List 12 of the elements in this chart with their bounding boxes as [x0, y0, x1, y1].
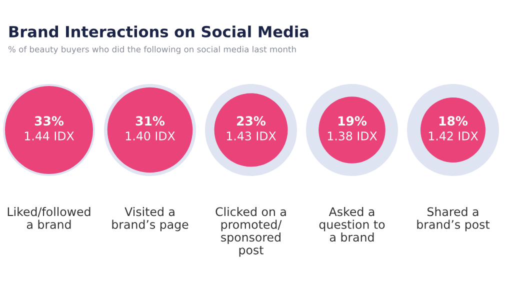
data-label: 23% 1.43 IDX	[226, 116, 276, 140]
data-label: 18% 1.42 IDX	[428, 116, 478, 140]
data-label: 31% 1.40 IDX	[126, 116, 175, 140]
category-label: Liked/followed a brand	[8, 207, 90, 229]
category-label: Asked a question to a brand	[319, 207, 385, 242]
category-label: Clicked on a promoted/ sponsored post	[216, 207, 286, 257]
data-label: 19% 1.38 IDX	[328, 116, 377, 140]
text: Brand Interactions on Social Media	[9, 26, 308, 38]
category-label: Shared a brand’s post	[417, 207, 490, 232]
category-label: Visited a brand’s page	[112, 207, 188, 232]
text: % of beauty buyers who did the following on social media last month	[8, 46, 296, 54]
data-label: 33% 1.44 IDX	[24, 116, 74, 140]
